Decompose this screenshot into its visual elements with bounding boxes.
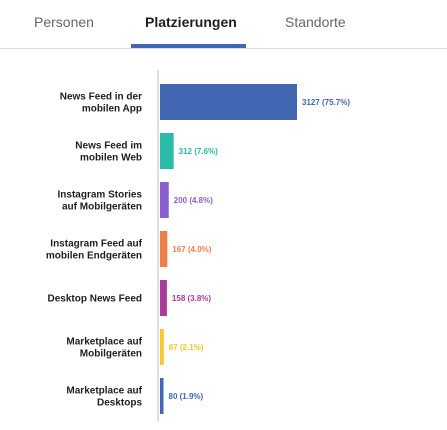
value-label: 80 (1.9%) [169, 392, 204, 401]
category-label: mobilen Web [80, 153, 142, 164]
category-label: Desktops [97, 398, 142, 409]
bar-1[interactable] [160, 133, 174, 169]
bar-6[interactable] [160, 378, 164, 414]
placement-tabs: Personen Platzierungen Standorte [0, 0, 447, 49]
bar-4[interactable] [160, 280, 167, 316]
category-label: Marketplace auf [66, 386, 142, 397]
bar-3[interactable] [160, 231, 168, 267]
category-label: News Feed im [75, 141, 142, 152]
tab-platzierungen[interactable]: Platzierungen [145, 14, 237, 30]
value-label: 158 (3.8%) [172, 294, 211, 303]
value-label: 200 (4.8%) [174, 196, 213, 205]
bar-2[interactable] [160, 182, 169, 218]
bar-5[interactable] [160, 329, 164, 365]
category-label: mobilen Endgeräten [46, 251, 142, 262]
bar-0[interactable] [160, 84, 297, 120]
category-label: Marketplace auf [66, 337, 142, 348]
value-label: 312 (7.6%) [179, 147, 218, 156]
value-label: 87 (2.1%) [169, 343, 204, 352]
active-tab-indicator [131, 44, 246, 48]
tab-standorte[interactable]: Standorte [285, 14, 346, 30]
category-label: News Feed in der [60, 92, 142, 103]
value-label: 3127 (75.7%) [302, 98, 350, 107]
category-label: Instagram Feed auf [50, 239, 142, 250]
value-label: 167 (4.0%) [172, 245, 211, 254]
category-label: Desktop News Feed [48, 294, 142, 305]
category-label: auf Mobilgeräten [62, 202, 142, 213]
tab-personen[interactable]: Personen [34, 14, 94, 30]
category-label: mobilen App [82, 104, 142, 115]
category-label: Mobilgeräten [80, 349, 142, 360]
category-label: Instagram Stories [58, 190, 143, 201]
